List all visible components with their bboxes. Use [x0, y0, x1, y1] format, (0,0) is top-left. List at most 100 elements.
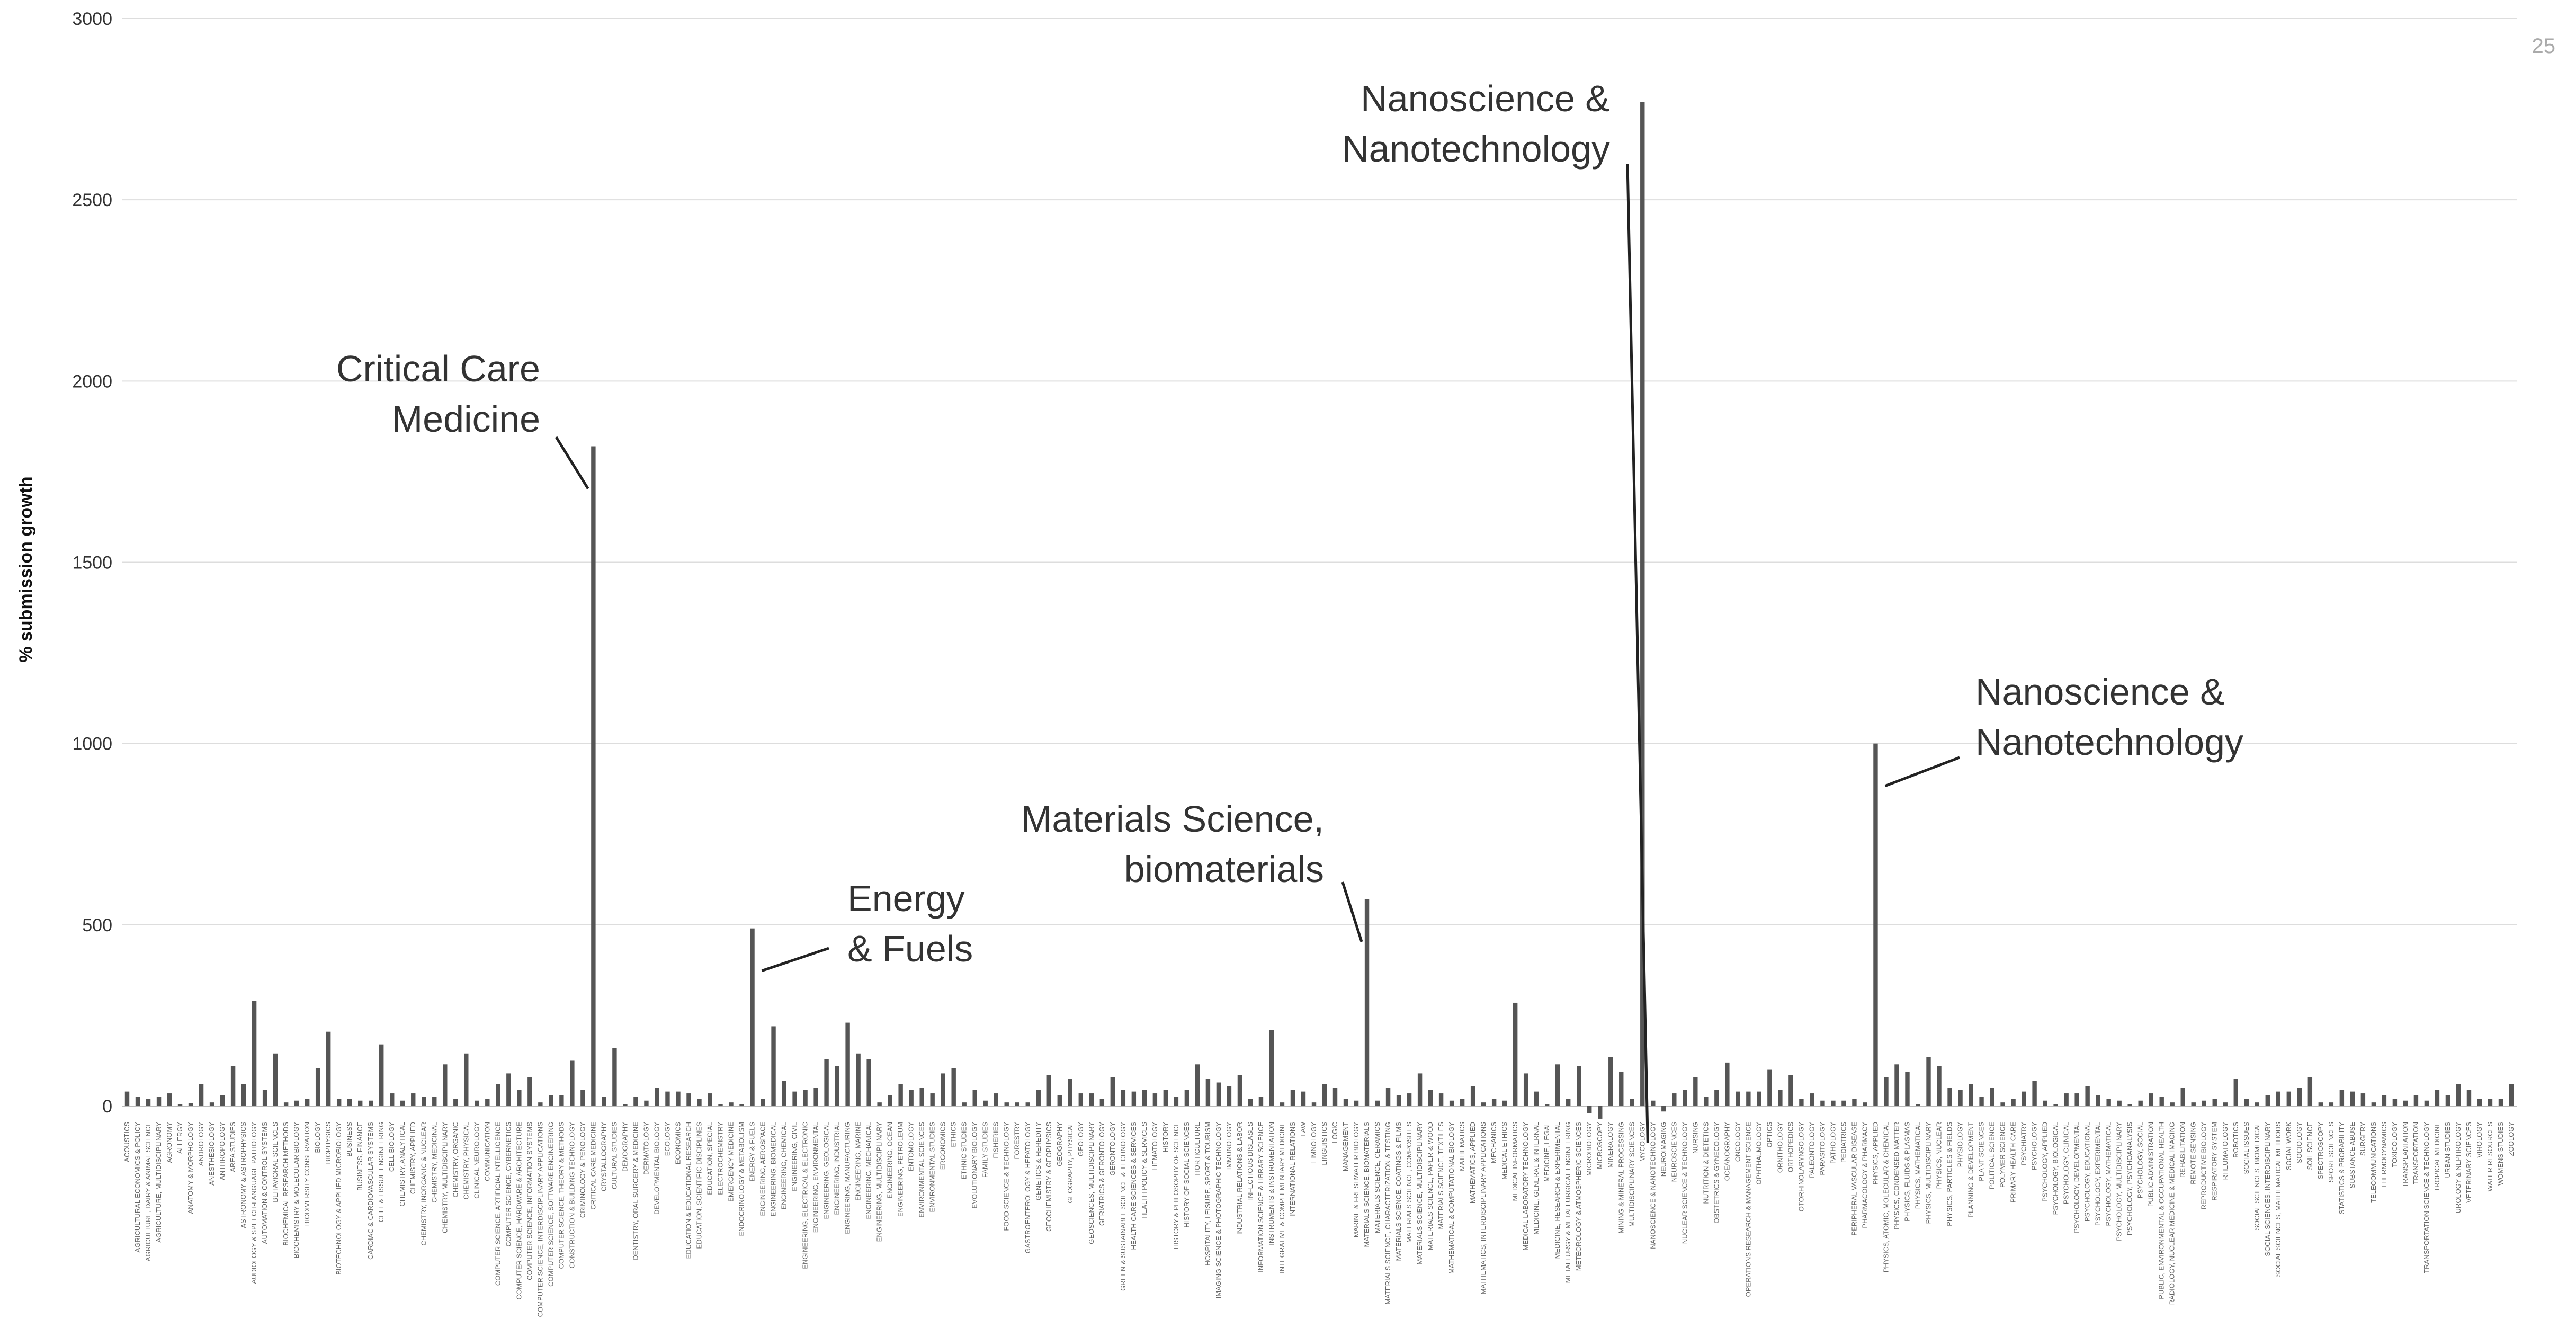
bar	[1407, 1093, 1412, 1106]
category-label: GEOGRAPHY, PHYSICAL	[1066, 1122, 1074, 1204]
category-label: HISTORY OF SOCIAL SCIENCES	[1183, 1122, 1191, 1228]
category-label: LIMNOLOGY	[1310, 1122, 1318, 1163]
bar	[2085, 1086, 2090, 1106]
bar	[2276, 1091, 2281, 1106]
bar	[2011, 1099, 2016, 1106]
bar	[1385, 1088, 1391, 1106]
bar	[697, 1099, 702, 1106]
category-label: HORTICULTURE	[1193, 1122, 1201, 1175]
category-label: CHEMISTRY, ANALYTICAL	[398, 1122, 406, 1207]
bar	[2297, 1088, 2302, 1106]
bar	[1746, 1091, 1751, 1106]
bar	[475, 1100, 479, 1106]
category-label: OPERATIONS RESEARCH & MANAGEMENT SCIENCE	[1744, 1122, 1752, 1297]
category-label: ENGINEERING, BIOMEDICAL	[770, 1122, 777, 1216]
category-label: EVOLUTIONARY BIOLOGY	[971, 1122, 979, 1209]
bar	[2064, 1093, 2069, 1106]
bar	[750, 928, 755, 1106]
category-label: MEDICAL ETHICS	[1500, 1122, 1508, 1180]
category-label: REHABILITATION	[2179, 1122, 2187, 1178]
bar	[888, 1095, 892, 1106]
category-label: ASTRONOMY & ASTROPHYSICS	[239, 1122, 247, 1228]
category-label: ANDROLOGY	[197, 1122, 205, 1166]
category-label: MATERIALS SCIENCE, PAPER & WOOD	[1426, 1122, 1434, 1250]
category-label: INTEGRATIVE & COMPLEMENTARY MEDICINE	[1278, 1122, 1286, 1273]
annotation: Nanoscience & Nanotechnology	[1342, 78, 1649, 1143]
bar	[2307, 1077, 2313, 1106]
category-label: AGRICULTURE, DAIRY & ANIMAL SCIENCE	[144, 1122, 152, 1262]
bar	[602, 1097, 606, 1106]
annotation-text: Nanoscience &	[1975, 671, 2225, 712]
category-label: NANOSCIENCE & NANOTECHNOLOGY	[1649, 1122, 1657, 1249]
category-label: PHYSICS, APPLIED	[1871, 1122, 1879, 1185]
bar	[1269, 1030, 1274, 1106]
category-label: COMPUTER SCIENCE, CYBERNETICS	[504, 1122, 512, 1247]
category-label: ERGONOMICS	[939, 1122, 947, 1170]
category-label: PUBLIC, ENVIRONMENTAL & OCCUPATIONAL HEA…	[2158, 1122, 2166, 1299]
category-label: PRIMARY HEALTH CARE	[2009, 1122, 2017, 1203]
category-label: CARDIAC & CARDIOVASCULAR SYSTEMS	[366, 1122, 374, 1260]
category-label: OCEANOGRAPHY	[1723, 1122, 1731, 1181]
category-label: SOIL SCIENCE	[2306, 1122, 2314, 1170]
bar	[2424, 1100, 2429, 1106]
category-label: CLINICAL NEUROLOGY	[472, 1122, 480, 1199]
category-label: MICROBIOLOGY	[1585, 1122, 1593, 1176]
bar	[390, 1093, 395, 1106]
category-label: RHEUMATOLOGY	[2221, 1122, 2229, 1180]
category-label: PSYCHOLOGY, APPLIED	[2041, 1122, 2049, 1202]
bar	[665, 1091, 670, 1106]
bar	[1237, 1075, 1242, 1106]
bar	[792, 1091, 797, 1106]
bar	[2043, 1100, 2047, 1106]
annotation: Materials Science, biomaterials	[1021, 798, 1363, 942]
bar	[2053, 1104, 2058, 1106]
bar	[188, 1103, 193, 1106]
bar	[1736, 1091, 1740, 1106]
category-label: DERMATOLOGY	[642, 1122, 650, 1175]
category-label: DENTISTRY, ORAL SURGERY & MEDICINE	[631, 1122, 639, 1260]
category-label: CELL & TISSUE ENGINEERING	[377, 1122, 385, 1222]
category-label: PARASITOLOGY	[1818, 1122, 1826, 1175]
bar	[1046, 1075, 1051, 1106]
bar	[2000, 1102, 2005, 1106]
category-label: WATER RESOURCES	[2486, 1122, 2494, 1192]
category-label: SUBSTANCE ABUSE	[2348, 1122, 2356, 1189]
bar	[124, 1091, 130, 1106]
bar	[464, 1053, 469, 1106]
annotations: Critical Care Medicine Energy & Fuels Materi…	[336, 78, 2243, 1143]
bar	[2022, 1091, 2026, 1106]
annotation-text: Medicine	[392, 398, 540, 440]
bar	[1672, 1093, 1677, 1106]
category-label: INSTRUMENTS & INSTRUMENTATION	[1267, 1122, 1275, 1245]
category-label: PHYSICS, PARTICLES & FIELDS	[1946, 1122, 1954, 1226]
bar	[156, 1097, 162, 1106]
category-label: MEDICINE, GENERAL & INTERNAL	[1532, 1122, 1540, 1235]
category-label: ENGINEERING, INDUSTRIAL	[833, 1122, 841, 1215]
bar	[549, 1095, 553, 1106]
category-label: ENTOMOLOGY	[907, 1122, 915, 1171]
bar	[2032, 1081, 2037, 1106]
annotation: Energy & Fuels	[761, 878, 973, 973]
bar	[1566, 1099, 1571, 1106]
bar	[739, 1104, 744, 1106]
category-label: BIODIVERSITY CONSERVATION	[303, 1122, 311, 1226]
bar	[2318, 1102, 2323, 1106]
category-label: COMPUTER SCIENCE, INTERDISCIPLINARY APPL…	[536, 1122, 544, 1317]
category-label: PSYCHOLOGY, DEVELOPMENTAL	[2073, 1122, 2081, 1233]
bar	[1926, 1057, 1931, 1106]
category-label: METEOROLOGY & ATMOSPHERIC SCIENCES	[1575, 1122, 1582, 1271]
bar	[1417, 1073, 1423, 1106]
category-label: ENGINEERING, PETROLEUM	[897, 1122, 905, 1217]
category-label: NEUROIMAGING	[1659, 1122, 1667, 1177]
category-label: CRIMINOLOGY & PENOLOGY	[578, 1122, 586, 1218]
category-label: PSYCHOLOGY, MATHEMATICAL	[2105, 1122, 2113, 1226]
annotation-leader-line	[554, 436, 589, 489]
category-label: BIOLOGY	[314, 1122, 321, 1153]
category-label: PATHOLOGY	[1829, 1122, 1837, 1164]
bar	[199, 1084, 204, 1106]
category-label: SOCIAL SCIENCES, INTERDISCIPLINARY	[2264, 1122, 2271, 1256]
bar	[2403, 1100, 2408, 1106]
category-label: OTORHINOLARYNGOLOGY	[1797, 1122, 1805, 1212]
bar	[506, 1073, 511, 1106]
category-label: PALEONTOLOGY	[1808, 1122, 1815, 1178]
